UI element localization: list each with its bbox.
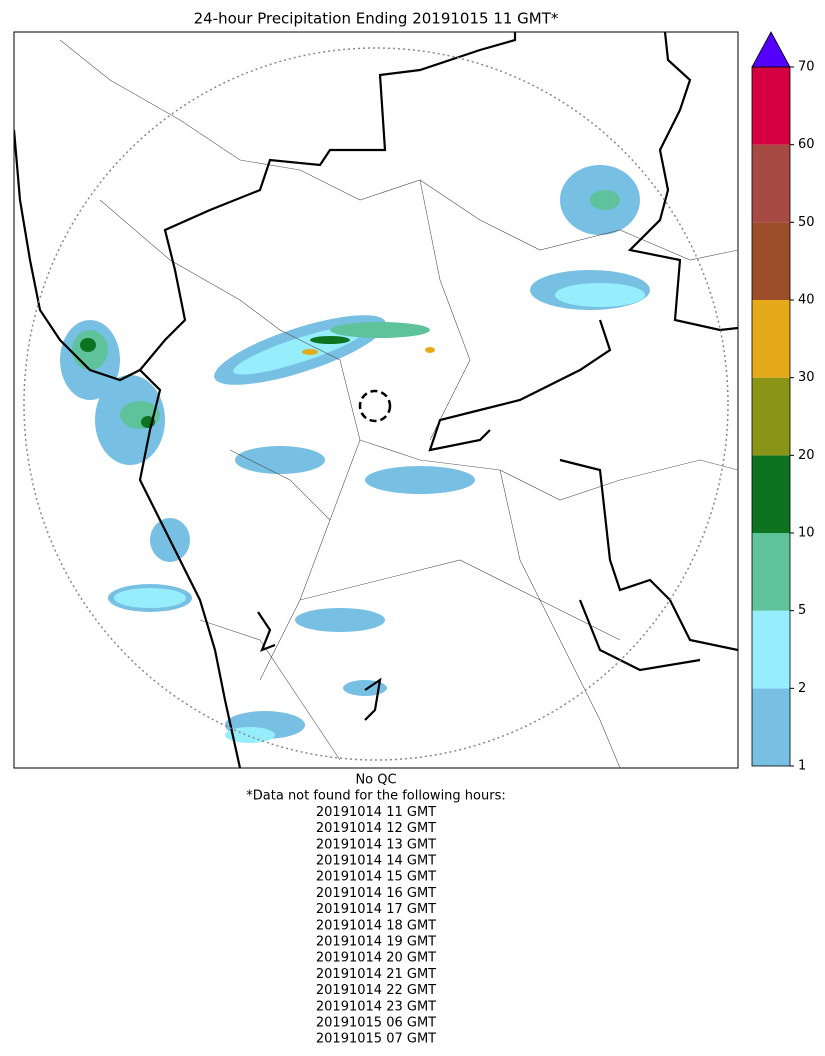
colorbar-frame xyxy=(751,66,791,767)
notes: No QC*Data not found for the following h… xyxy=(246,773,505,1047)
colorbar-tick-label: 40 xyxy=(798,293,815,308)
colorbar-segment xyxy=(752,222,790,300)
note-line: 20191014 18 GMT xyxy=(316,918,436,933)
colorbar-segment xyxy=(752,377,790,456)
note-line: 20191014 21 GMT xyxy=(316,967,436,982)
colorbar-tick-label: 70 xyxy=(798,60,815,75)
colorbar-segment xyxy=(752,533,790,611)
note-line: 20191014 12 GMT xyxy=(316,821,436,836)
colorbar: 1 2 5 10 20 30 40 50 60 70 xyxy=(751,31,815,774)
note-line: 20191015 06 GMT xyxy=(316,1016,436,1031)
colorbar-segment xyxy=(752,300,790,378)
precip-very-heavy xyxy=(80,336,350,428)
colorbar-tick-label: 60 xyxy=(798,137,815,152)
colorbar-segment xyxy=(752,144,790,223)
note-line: 20191015 07 GMT xyxy=(316,1032,436,1047)
note-line: 20191014 17 GMT xyxy=(316,902,436,917)
colorbar-segment xyxy=(752,455,790,533)
note-line: 20191014 23 GMT xyxy=(316,999,436,1014)
radar-range-ring xyxy=(23,47,729,761)
note-line: 20191014 15 GMT xyxy=(316,870,436,885)
colorbar-tick-label: 20 xyxy=(798,448,815,463)
colorbar-tick-label: 2 xyxy=(798,681,806,696)
colorbar-tick-label: 30 xyxy=(798,370,815,385)
state-borders xyxy=(14,32,738,768)
note-line: No QC xyxy=(355,773,396,788)
note-line: *Data not found for the following hours: xyxy=(246,789,505,804)
colorbar-tick-label: 1 xyxy=(798,759,806,774)
note-line: 20191014 22 GMT xyxy=(316,983,436,998)
colorbar-extend xyxy=(751,31,791,68)
title: 24-hour Precipitation Ending 20191015 11… xyxy=(194,10,559,28)
colorbar-tick-label: 5 xyxy=(798,603,806,618)
note-line: 20191014 19 GMT xyxy=(316,935,436,950)
note-line: 20191014 20 GMT xyxy=(316,951,436,966)
radar-site xyxy=(358,389,392,423)
colorbar-tick-label: 50 xyxy=(798,215,815,230)
colorbar-segment xyxy=(752,610,790,689)
note-line: 20191014 14 GMT xyxy=(316,854,436,869)
note-line: 20191014 16 GMT xyxy=(316,886,436,901)
colorbar-segment xyxy=(752,688,790,766)
district-borders xyxy=(59,39,738,768)
colorbar-tick-label: 10 xyxy=(798,526,815,541)
colorbar-segment xyxy=(752,67,790,145)
precip-extreme xyxy=(302,347,435,355)
map xyxy=(13,31,739,769)
precip-moderate xyxy=(114,283,645,743)
note-line: 20191014 13 GMT xyxy=(316,837,436,852)
note-line: 20191014 11 GMT xyxy=(316,805,436,820)
